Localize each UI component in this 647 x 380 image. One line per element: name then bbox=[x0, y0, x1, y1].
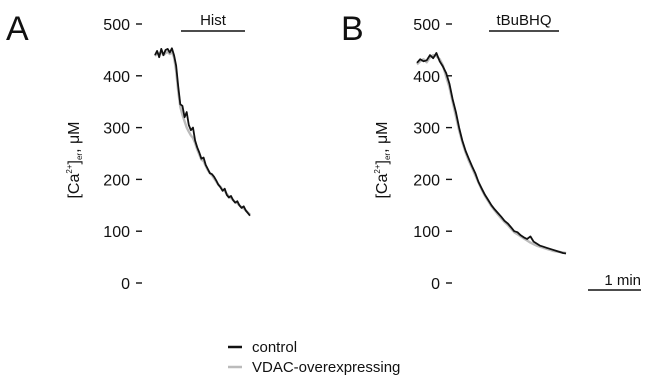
panel-b-y-tick-label: 300 bbox=[413, 121, 440, 138]
panel-a-series-control bbox=[154, 47, 251, 217]
panel-a-letter: A bbox=[6, 10, 29, 48]
panel-a-y-tick-label: 500 bbox=[103, 17, 130, 34]
panel-b-y-tick-label: 200 bbox=[413, 172, 440, 189]
panel-a-y-tick-label: 200 bbox=[103, 172, 130, 189]
time-scale-label: 1 min bbox=[604, 272, 641, 289]
panel-b-y-axis-title: [Ca2+]er, μM bbox=[373, 121, 392, 198]
panel-b-y-tick-label: 400 bbox=[413, 69, 440, 86]
panel-a-y-tick-label: 300 bbox=[103, 121, 130, 138]
panel-a-y-axis-title: [Ca2+]er, μM bbox=[65, 121, 84, 198]
panel-a-y-tick-label: 100 bbox=[103, 224, 130, 241]
panel-a: A 500 400 300 200 100 0 [Ca2+]er, μM Hist bbox=[6, 10, 251, 293]
legend: control VDAC-overexpressing bbox=[228, 339, 400, 376]
panel-b-series-control bbox=[416, 52, 567, 255]
legend-label-vdac: VDAC-overexpressing bbox=[252, 359, 400, 376]
panel-b-y-tick-label: 500 bbox=[413, 17, 440, 34]
panel-a-plot bbox=[154, 47, 251, 217]
legend-label-control: control bbox=[252, 339, 297, 356]
panel-a-y-tick-label: 0 bbox=[121, 276, 130, 293]
panel-a-stimulus-label: Hist bbox=[200, 12, 227, 29]
panel-a-y-axis: 500 400 300 200 100 0 bbox=[103, 17, 142, 293]
panel-b-stimulus-label: tBuBHQ bbox=[496, 12, 551, 29]
panel-b-y-axis: 500 400 300 200 100 0 bbox=[413, 17, 452, 293]
panel-b: B 500 400 300 200 100 0 [Ca2+]er, μM tBuBHQ 1… bbox=[341, 10, 641, 293]
panel-a-series-vdac-overexpressing bbox=[154, 50, 251, 216]
panel-b-y-tick-label: 0 bbox=[431, 276, 440, 293]
panel-b-letter: B bbox=[341, 10, 364, 48]
panel-b-y-tick-label: 100 bbox=[413, 224, 440, 241]
panel-b-plot bbox=[416, 52, 567, 255]
panel-a-y-tick-label: 400 bbox=[103, 69, 130, 86]
